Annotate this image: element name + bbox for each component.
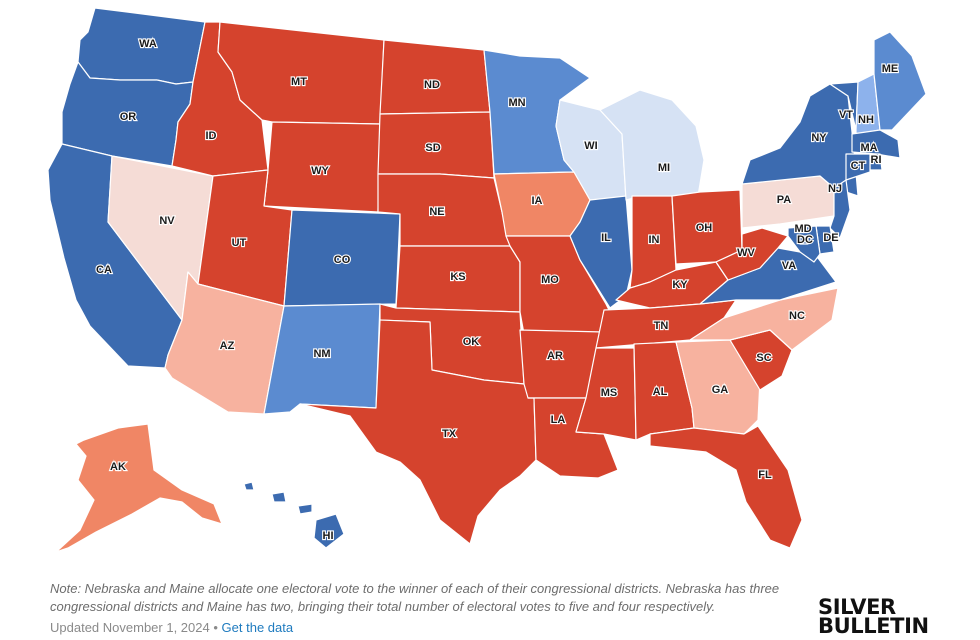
label-ar: AR — [547, 350, 563, 362]
label-ak: AK — [110, 461, 126, 473]
updated-date: Updated November 1, 2024 — [50, 620, 210, 635]
label-ms: MS — [601, 387, 618, 399]
state-hi-island-maui[interactable] — [297, 503, 313, 515]
label-in: IN — [649, 234, 660, 246]
state-hi[interactable] — [313, 513, 345, 549]
label-md: MD — [794, 223, 811, 235]
label-hi: HI — [323, 530, 334, 542]
label-tn: TN — [654, 320, 669, 332]
label-me: ME — [882, 63, 899, 75]
label-vt: VT — [839, 109, 853, 121]
label-ks: KS — [450, 271, 465, 283]
label-nd: ND — [424, 79, 440, 91]
label-id: ID — [206, 130, 217, 142]
label-wv: WV — [737, 247, 755, 259]
state-fl[interactable] — [649, 425, 803, 549]
logo-line-2: BULLETIN — [818, 614, 929, 638]
us-electoral-map: WA OR CA NV ID MT WY UT CO AZ NM ND SD N… — [47, 7, 927, 553]
label-nh: NH — [858, 114, 874, 126]
label-ky: KY — [672, 279, 688, 291]
logo-line-1: SILVER — [818, 595, 896, 619]
label-ga: GA — [712, 384, 729, 396]
label-ne: NE — [429, 206, 444, 218]
label-ma: MA — [860, 142, 877, 154]
label-al: AL — [653, 386, 668, 398]
label-mi: MI — [658, 162, 670, 174]
label-ut: UT — [232, 237, 247, 249]
label-la: LA — [551, 414, 566, 426]
label-oh: OH — [696, 222, 713, 234]
state-ct[interactable] — [845, 153, 871, 181]
label-mt: MT — [291, 76, 307, 88]
label-mn: MN — [508, 97, 525, 109]
label-de: DE — [823, 232, 838, 244]
state-labels: WA OR CA NV ID MT WY UT CO AZ NM ND SD N… — [95, 37, 899, 543]
state-nc[interactable] — [689, 287, 839, 351]
label-sc: SC — [756, 352, 771, 364]
label-ia: IA — [532, 195, 543, 207]
label-nj: NJ — [828, 183, 842, 195]
label-mo: MO — [541, 274, 559, 286]
state-dc[interactable] — [799, 235, 809, 245]
label-ok: OK — [463, 336, 480, 348]
separator-dot: • — [213, 620, 218, 635]
state-ak[interactable] — [55, 423, 223, 553]
label-sd: SD — [425, 142, 440, 154]
label-az: AZ — [220, 340, 235, 352]
state-il[interactable] — [569, 195, 633, 309]
state-me[interactable] — [873, 31, 927, 131]
silver-bulletin-logo: SILVER BULLETIN — [818, 595, 929, 638]
label-nc: NC — [789, 310, 805, 322]
state-nd[interactable] — [379, 39, 491, 115]
state-hi-island-kauai[interactable] — [243, 481, 255, 491]
state-wy[interactable] — [263, 121, 381, 213]
state-shapes — [47, 7, 927, 553]
label-ny: NY — [811, 132, 827, 144]
label-co: CO — [334, 254, 351, 266]
state-ma[interactable] — [851, 129, 901, 159]
state-nj[interactable] — [829, 179, 851, 239]
label-wa: WA — [139, 38, 157, 50]
label-tx: TX — [442, 428, 457, 440]
label-dc: DC — [797, 234, 813, 246]
label-nv: NV — [159, 215, 175, 227]
label-ca: CA — [96, 264, 112, 276]
state-mi[interactable] — [599, 89, 705, 201]
label-nm: NM — [313, 348, 330, 360]
state-tn[interactable] — [595, 299, 737, 349]
label-va: VA — [782, 260, 797, 272]
get-data-link[interactable]: Get the data — [221, 620, 294, 635]
state-hi-island-oahu[interactable] — [271, 491, 287, 503]
state-tx[interactable] — [299, 319, 537, 545]
label-wy: WY — [311, 165, 329, 177]
label-ct: CT — [851, 160, 866, 172]
state-ny[interactable] — [741, 83, 859, 197]
label-wi: WI — [584, 140, 597, 152]
label-or: OR — [120, 111, 137, 123]
label-pa: PA — [777, 194, 792, 206]
footnote: Note: Nebraska and Maine allocate one el… — [50, 581, 780, 614]
label-il: IL — [601, 232, 611, 244]
label-fl: FL — [758, 469, 772, 481]
label-ri: RI — [871, 154, 882, 166]
update-line: Updated November 1, 2024 • Get the data — [50, 620, 293, 635]
